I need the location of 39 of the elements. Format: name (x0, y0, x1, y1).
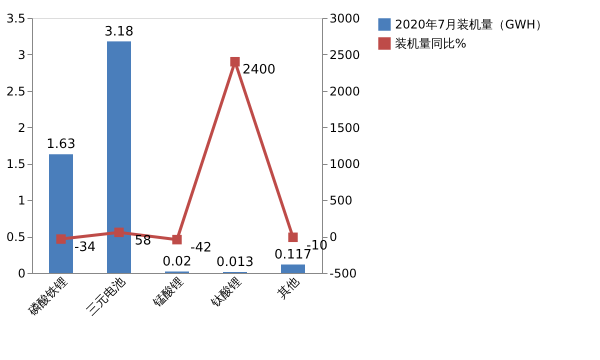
data-label: -34 (74, 240, 96, 256)
y2-tick-label: 3000 (330, 12, 360, 26)
y2-tick-label: 1500 (330, 120, 360, 135)
y-tick-label: 1.5 (6, 157, 26, 172)
point (114, 228, 124, 238)
y-tick-label: 0 (18, 266, 26, 280)
y-tick-label: 2.5 (6, 84, 26, 98)
y-tick-label: 1 (18, 194, 26, 208)
y2-tick-label: 1000 (330, 157, 360, 172)
y-tick-label: 2 (18, 120, 26, 135)
legend-label: 2020年7月装机量（GWH） (395, 18, 548, 32)
y2-tick-label: -500 (330, 266, 357, 280)
point (230, 56, 240, 66)
bar (49, 154, 73, 273)
data-label: 1.63 (46, 137, 76, 152)
data-label: 2400 (242, 62, 276, 78)
point (288, 232, 298, 242)
data-label: 58 (134, 233, 152, 248)
y2-tick-label: 0 (330, 230, 338, 244)
x-tick-label: 磷酸铁锂 (24, 274, 70, 319)
x-tick-label: 锰酸锂 (149, 274, 186, 310)
data-label: 0.013 (216, 255, 254, 270)
data-label: 3.18 (104, 24, 134, 40)
y2-tick-label: 2000 (330, 84, 360, 98)
y2-tick-label: 2500 (330, 48, 360, 62)
bar (281, 264, 305, 273)
data-label: 0.02 (162, 254, 192, 270)
x-tick-label: 三元电池 (84, 274, 128, 318)
point (172, 234, 182, 244)
y-tick-label: 3 (18, 48, 26, 62)
legend-label: 装机量同比% (395, 36, 466, 50)
y-tick-label: 0.5 (6, 230, 26, 244)
bar (107, 41, 131, 273)
x-tick-label: 其他 (274, 274, 302, 301)
y-tick-label: 3.5 (6, 12, 26, 26)
data-label: -42 (190, 240, 212, 256)
y2-tick-label: 500 (330, 194, 352, 208)
point (56, 234, 66, 244)
x-tick-label: 钛酸锂 (207, 274, 244, 310)
